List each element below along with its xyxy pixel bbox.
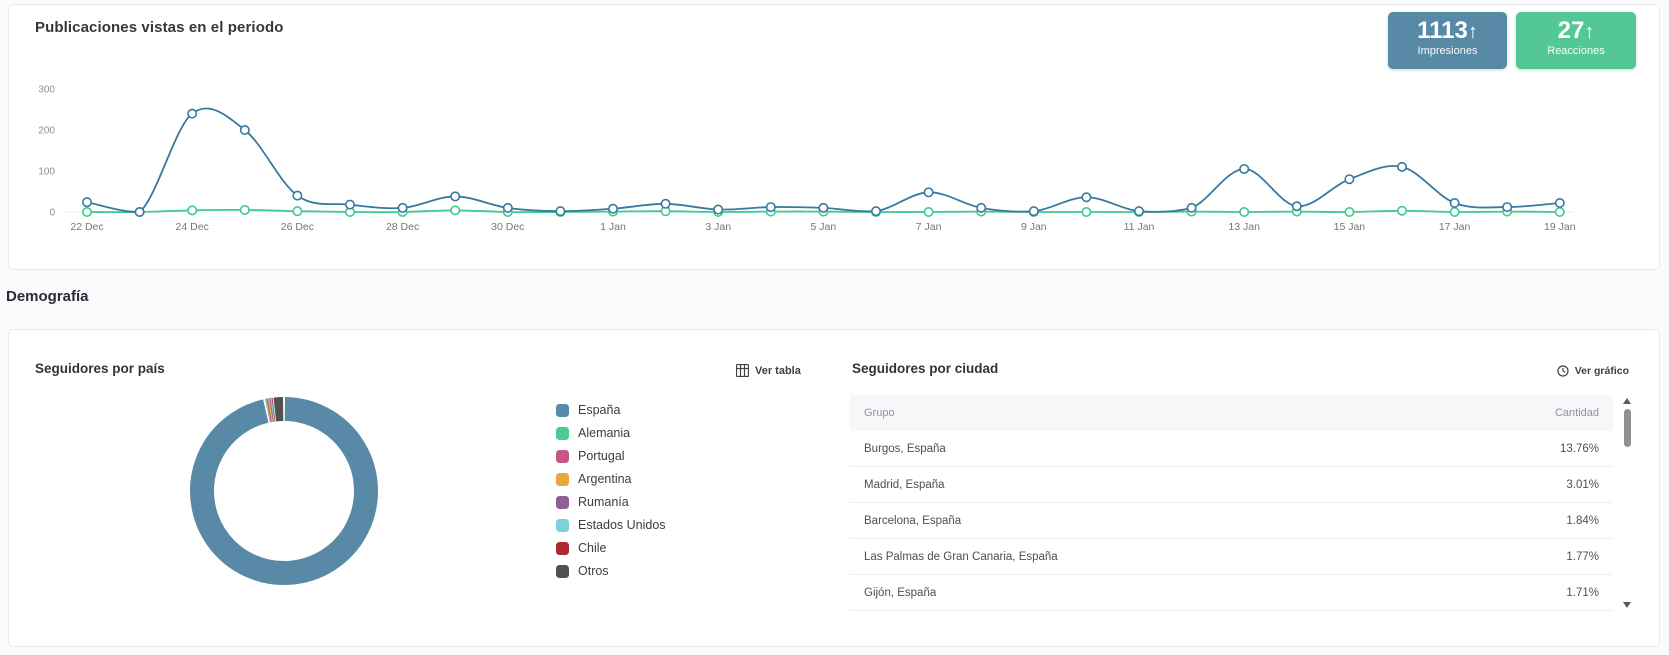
impressions-label: Impresiones [1417,45,1478,57]
svg-text:17 Jan: 17 Jan [1439,221,1471,233]
legend-swatch [556,565,569,578]
legend-label: Argentina [578,472,632,486]
table-body: Burgos, España 13.76% Madrid, España 3.01% B… [850,431,1613,611]
donut-segment [190,397,378,585]
svg-text:30 Dec: 30 Dec [491,221,524,233]
table-header-row: Grupo Cantidad [850,395,1613,431]
svg-text:7 Jan: 7 Jan [916,221,942,233]
table-row: Burgos, España 13.76% [850,431,1613,467]
cell-group: Barcelona, España [864,514,962,527]
legend-item: Argentina [556,473,666,486]
cell-amount: 1.71% [1566,586,1599,599]
view-table-button[interactable]: Ver tabla [736,364,801,377]
legend-label: España [578,403,621,417]
cell-amount: 13.76% [1559,442,1599,455]
table-row: Barcelona, España 1.84% [850,503,1613,539]
posts-views-panel: Publicaciones vistas en el periodo 1113↑… [8,4,1660,270]
table-row: Gijón, España 1.71% [850,575,1613,611]
posts-panel-title: Publicaciones vistas en el periodo [35,19,284,36]
up-arrow-icon: ↑ [1467,21,1478,43]
column-header-group: Grupo [864,407,895,419]
svg-text:19 Jan: 19 Jan [1544,221,1576,233]
svg-text:9 Jan: 9 Jan [1021,221,1047,233]
legend-label: Alemania [578,426,631,440]
legend-label: Chile [578,541,607,555]
view-chart-button[interactable]: Ver gráfico [1557,365,1629,377]
reactions-stat-card[interactable]: 27↑ Reacciones [1516,12,1636,69]
svg-text:200: 200 [38,126,55,137]
cell-group: Madrid, España [864,478,945,491]
cell-amount: 1.77% [1566,550,1599,563]
legend-item: Portugal [556,450,666,463]
legend-swatch [556,427,569,440]
cell-group: Las Palmas de Gran Canaria, España [864,550,1058,563]
table-scrollbar[interactable] [1621,395,1634,611]
view-table-label: Ver tabla [755,364,801,377]
table-row: Madrid, España 3.01% [850,467,1613,503]
legend-swatch [556,404,569,417]
scrollbar-thumb[interactable] [1624,409,1631,447]
clock-icon [1557,365,1569,377]
svg-text:3 Jan: 3 Jan [705,221,731,233]
view-chart-label: Ver gráfico [1574,365,1629,377]
country-donut-chart [190,397,378,585]
legend-swatch [556,450,569,463]
cell-amount: 1.84% [1566,514,1599,527]
svg-text:24 Dec: 24 Dec [176,221,209,233]
demography-panel: Seguidores por país Ver tabla España Alem… [8,329,1660,647]
country-legend: España Alemania Portugal Argentina Rumanía Es… [556,404,666,588]
svg-text:28 Dec: 28 Dec [386,221,419,233]
legend-item: Alemania [556,427,666,440]
demography-heading: Demografía [6,288,89,305]
legend-item: Otros [556,565,666,578]
svg-text:13 Jan: 13 Jan [1228,221,1260,233]
reactions-label: Reacciones [1547,45,1605,57]
legend-item: Rumanía [556,496,666,509]
followers-by-country-title: Seguidores por país [35,361,165,376]
scroll-down-arrow[interactable] [1623,602,1631,608]
legend-label: Otros [578,564,609,578]
legend-swatch [556,473,569,486]
legend-swatch [556,496,569,509]
svg-text:22 Dec: 22 Dec [70,221,103,233]
svg-text:1 Jan: 1 Jan [600,221,626,233]
svg-text:5 Jan: 5 Jan [811,221,837,233]
legend-label: Estados Unidos [578,518,666,532]
table-grid-icon [736,364,749,377]
svg-text:26 Dec: 26 Dec [281,221,314,233]
svg-text:11 Jan: 11 Jan [1124,221,1155,233]
followers-by-city-table: Grupo Cantidad Burgos, España 13.76% Madri… [850,395,1613,611]
cell-group: Burgos, España [864,442,946,455]
donut-segment [273,397,284,422]
legend-item: Estados Unidos [556,519,666,532]
column-header-amount: Cantidad [1554,407,1599,419]
reactions-value: 27↑ [1557,17,1595,44]
followers-by-city-title: Seguidores por ciudad [852,361,999,376]
impressions-value: 1113↑ [1417,17,1478,44]
legend-swatch [556,542,569,555]
svg-text:100: 100 [38,167,55,178]
svg-text:15 Jan: 15 Jan [1334,221,1366,233]
legend-label: Portugal [578,449,625,463]
impressions-stat-card[interactable]: 1113↑ Impresiones [1388,12,1507,69]
scroll-up-arrow[interactable] [1623,398,1631,404]
svg-text:0: 0 [49,208,55,219]
legend-swatch [556,519,569,532]
svg-text:300: 300 [38,85,55,96]
legend-item: España [556,404,666,417]
cell-amount: 3.01% [1566,478,1599,491]
table-row: Las Palmas de Gran Canaria, España 1.77% [850,539,1613,575]
posts-line-chart: 0 100 200 300 22 Dec 24 Dec 26 Dec 28 Dec 30 Dec… [38,85,1576,234]
up-arrow-icon: ↑ [1584,21,1595,43]
cell-group: Gijón, España [864,586,937,599]
legend-item: Chile [556,542,666,555]
legend-label: Rumanía [578,495,629,509]
